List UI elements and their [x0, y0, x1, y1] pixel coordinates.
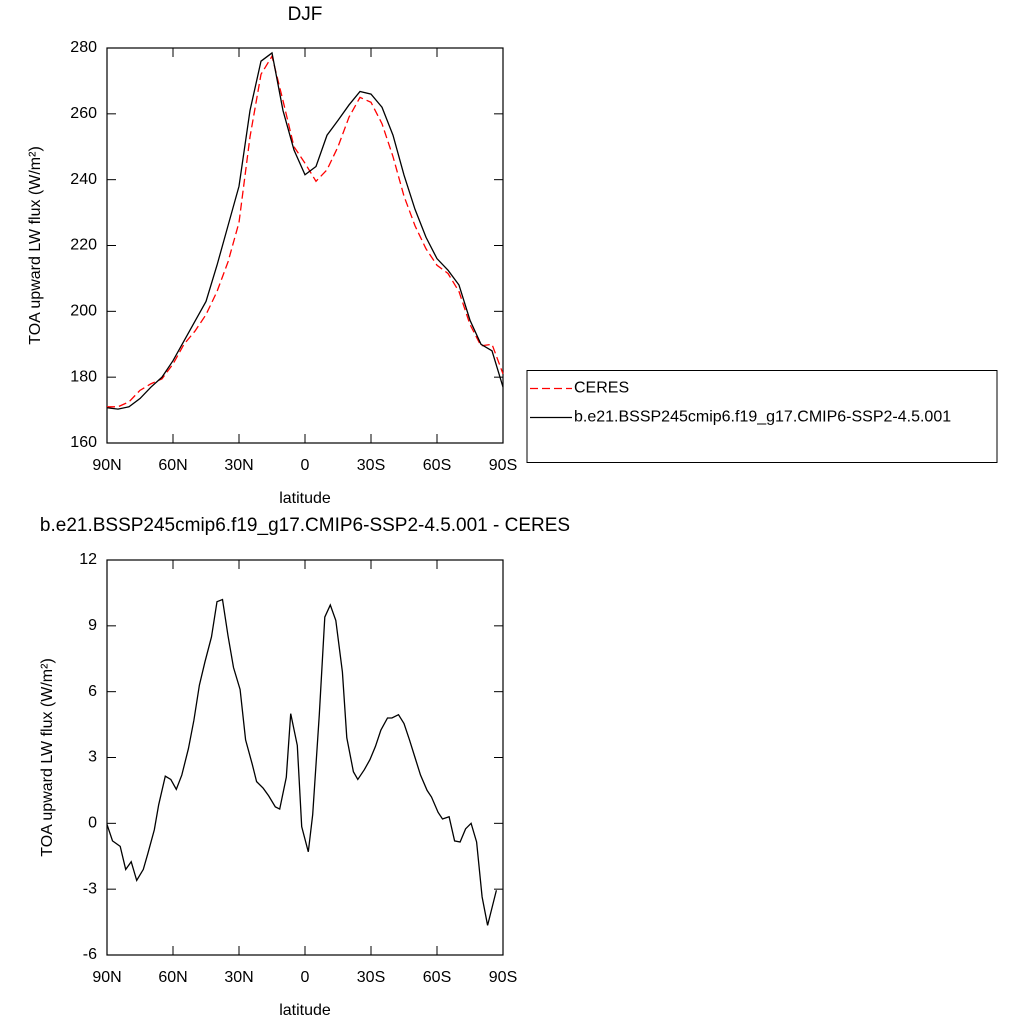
x-tick-label: 90S: [489, 969, 517, 986]
x-tick-label: 30S: [357, 969, 385, 986]
y-tick-label: 3: [88, 749, 97, 766]
x-tick-label: 90S: [489, 457, 517, 474]
y-tick-label: 12: [79, 551, 97, 568]
x-axis-label: latitude: [279, 490, 331, 507]
x-tick-label: 60N: [158, 457, 187, 474]
y-tick-label: 0: [88, 815, 97, 832]
x-tick-label: 60S: [423, 969, 451, 986]
y-tick-label: 160: [70, 434, 97, 451]
data-line: [106, 598, 498, 926]
x-tick-label: 30S: [357, 457, 385, 474]
y-tick-label: -6: [83, 946, 97, 963]
legend-label: CERES: [574, 380, 629, 397]
y-tick-label: 260: [70, 105, 97, 122]
y-axis-label: TOA upward LW flux (W/m²): [27, 146, 44, 345]
legend-label: b.e21.BSSP245cmip6.f19_g17.CMIP6-SSP2-4.…: [574, 409, 951, 426]
chart-title: b.e21.BSSP245cmip6.f19_g17.CMIP6-SSP2-4.…: [40, 515, 570, 536]
x-tick-label: 30N: [224, 457, 253, 474]
x-tick-label: 30N: [224, 969, 253, 986]
legend-box: [526, 370, 998, 463]
y-tick-label: -3: [83, 880, 97, 897]
data-line: [106, 51, 504, 410]
y-axis-label: TOA upward LW flux (W/m²): [39, 658, 56, 857]
data-line: [107, 54, 504, 408]
y-tick-label: 220: [70, 237, 97, 254]
y-tick-label: 6: [88, 683, 97, 700]
y-tick-label: 240: [70, 171, 97, 188]
y-tick-label: 200: [70, 303, 97, 320]
plot-frame: [106, 559, 504, 956]
x-tick-label: 0: [301, 457, 310, 474]
x-tick-label: 60S: [423, 457, 451, 474]
x-tick-label: 0: [301, 969, 310, 986]
y-tick-label: 180: [70, 368, 97, 385]
x-tick-label: 90N: [92, 457, 121, 474]
chart-title: DJF: [288, 4, 323, 25]
x-axis-label: latitude: [279, 1002, 331, 1019]
x-tick-label: 90N: [92, 969, 121, 986]
y-tick-label: 9: [88, 617, 97, 634]
plot-frame: [106, 47, 504, 444]
y-tick-label: 280: [70, 39, 97, 56]
x-tick-label: 60N: [158, 969, 187, 986]
